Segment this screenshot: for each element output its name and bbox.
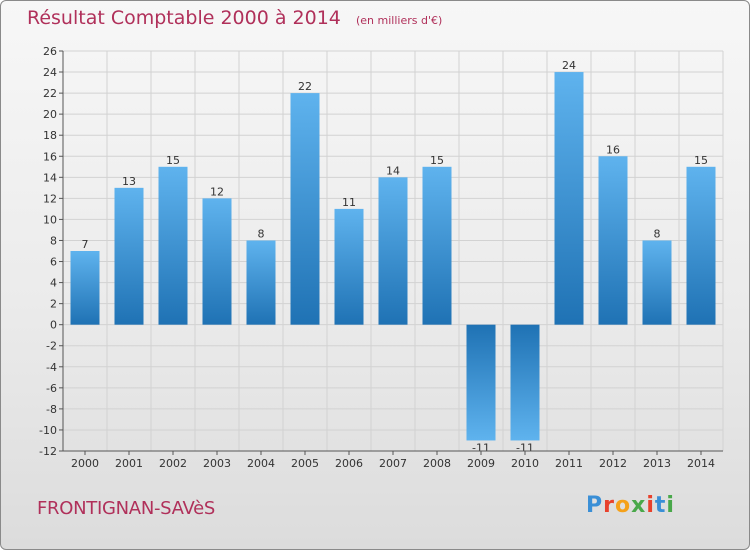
bar [466, 324, 496, 441]
x-tick-label: 2009 [467, 457, 495, 470]
y-tick-label: 24 [43, 66, 57, 79]
x-tick-label: 2006 [335, 457, 363, 470]
bar [378, 177, 408, 325]
bar [246, 240, 276, 325]
y-tick-label: -10 [39, 424, 57, 437]
data-label: 24 [562, 59, 576, 72]
y-tick-label: -12 [39, 445, 57, 458]
data-label: 8 [654, 227, 661, 240]
logo-letter: x [631, 493, 647, 518]
axes: 26242220181614121086420-2-4-6-8-10-12200… [39, 45, 723, 470]
y-tick-label: 0 [50, 319, 57, 332]
data-label: 15 [430, 154, 444, 167]
chart-title: Résultat Comptable 2000 à 2014 [27, 7, 341, 29]
y-tick-label: -8 [46, 403, 57, 416]
bar [114, 187, 144, 325]
bar [510, 324, 540, 441]
x-tick-label: 2005 [291, 457, 319, 470]
bar [290, 93, 320, 325]
y-tick-label: -6 [46, 382, 57, 395]
logo-letter: P [586, 493, 604, 518]
data-label: 13 [122, 175, 136, 188]
logo-letter: i [666, 493, 675, 518]
bar [70, 251, 100, 325]
commune-name: FRONTIGNAN-SAVèS [37, 498, 216, 519]
y-tick-label: 26 [43, 45, 57, 58]
y-tick-label: -2 [46, 340, 57, 353]
bar [334, 208, 364, 325]
y-tick-label: 22 [43, 87, 57, 100]
data-label: 16 [606, 143, 620, 156]
data-label: 12 [210, 185, 224, 198]
y-tick-label: 4 [50, 277, 57, 290]
y-tick-label: 2 [50, 298, 57, 311]
x-tick-label: 2011 [555, 457, 583, 470]
title-row: Résultat Comptable 2000 à 2014 (en milli… [27, 7, 442, 29]
y-tick-label: 10 [43, 213, 57, 226]
data-label: 15 [166, 154, 180, 167]
y-tick-label: 8 [50, 234, 57, 247]
bar [686, 166, 716, 325]
bar [642, 240, 672, 325]
y-tick-label: 16 [43, 150, 57, 163]
bar [598, 156, 628, 325]
x-tick-label: 2012 [599, 457, 627, 470]
logo-letter: i [646, 493, 655, 518]
logo-letter: o [614, 493, 632, 518]
x-tick-label: 2007 [379, 457, 407, 470]
y-tick-label: 12 [43, 192, 57, 205]
bar [554, 72, 584, 325]
data-label: 22 [298, 80, 312, 93]
y-tick-label: 14 [43, 171, 57, 184]
x-tick-label: 2008 [423, 457, 451, 470]
bar [158, 166, 188, 325]
logo-letter: r [603, 493, 615, 518]
proxiti-logo: Proxiti [586, 493, 675, 518]
bar [422, 166, 452, 325]
x-tick-label: 2004 [247, 457, 275, 470]
bar [202, 198, 232, 325]
x-tick-label: 2013 [643, 457, 671, 470]
y-tick-label: 18 [43, 129, 57, 142]
logo-letter: t [654, 493, 667, 518]
data-label: 11 [342, 196, 356, 209]
data-label: 7 [82, 238, 89, 251]
data-label: 15 [694, 154, 708, 167]
data-label: 14 [386, 164, 400, 177]
chart-subtitle: (en milliers d'€) [355, 14, 443, 27]
x-tick-label: 2003 [203, 457, 231, 470]
x-tick-label: 2002 [159, 457, 187, 470]
y-tick-label: 6 [50, 256, 57, 269]
y-tick-label: -4 [46, 361, 57, 374]
x-tick-label: 2014 [687, 457, 715, 470]
x-tick-label: 2000 [71, 457, 99, 470]
x-tick-label: 2001 [115, 457, 143, 470]
y-tick-label: 20 [43, 108, 57, 121]
x-tick-label: 2010 [511, 457, 539, 470]
data-label: 8 [258, 227, 265, 240]
